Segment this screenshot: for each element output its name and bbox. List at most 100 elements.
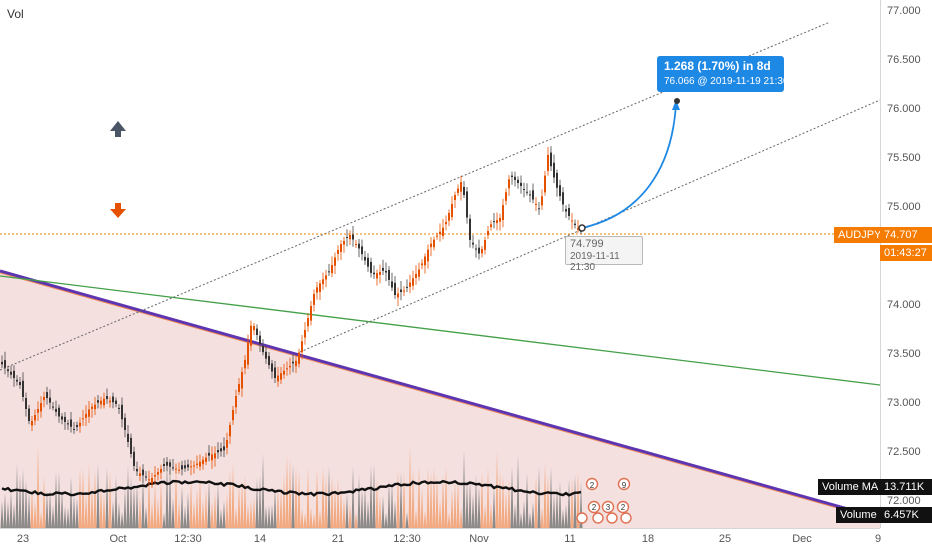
earnings-event-icon[interactable] — [576, 512, 632, 524]
candle-body — [568, 207, 570, 216]
candle-body — [403, 290, 405, 292]
earnings-event-icon[interactable]: 2 — [587, 500, 601, 514]
candle-body — [463, 186, 465, 195]
candle-body — [544, 175, 546, 193]
volume-bar — [48, 489, 52, 528]
volume-bar — [351, 466, 355, 528]
volume-bar — [312, 512, 316, 528]
candle-body — [532, 190, 534, 200]
price-tick: 73.500 — [887, 348, 921, 360]
anchor-point-label[interactable]: 74.799 2019-11-11 21:30 — [565, 236, 643, 273]
last-price-tag: 74.707 — [880, 227, 932, 243]
candle-body — [154, 475, 156, 477]
volume-bar — [489, 503, 493, 528]
candle-body — [343, 241, 345, 245]
volume-bar — [255, 477, 259, 528]
volume-bar — [171, 497, 175, 528]
candle-body — [172, 467, 174, 469]
volume-bar — [54, 471, 58, 528]
candle-body — [217, 450, 219, 453]
candle-body — [82, 418, 84, 420]
candlesticks[interactable] — [1, 146, 582, 488]
volume-bar — [111, 500, 115, 528]
volume-bar — [522, 500, 526, 528]
earnings-event-icon[interactable]: 2 — [585, 477, 599, 491]
volume-bar — [219, 508, 223, 528]
volume-bar — [543, 462, 547, 528]
candle-body — [121, 404, 123, 420]
volume-bar — [249, 500, 253, 528]
candle-body — [148, 479, 150, 481]
volume-bar — [180, 486, 184, 528]
candle-body — [358, 243, 360, 249]
candle-body — [412, 278, 414, 286]
candle-body — [94, 404, 96, 410]
volume-bar — [3, 492, 7, 528]
candle-body — [25, 398, 27, 409]
time-tick: 12:30 — [393, 533, 421, 545]
candle-body — [505, 192, 507, 201]
volume-bar — [483, 503, 487, 528]
earnings-event-icon[interactable]: 2 — [616, 500, 630, 514]
candle-body — [97, 400, 99, 403]
volume-bar — [153, 482, 157, 528]
candle-body — [265, 351, 267, 359]
volume-bar — [378, 495, 382, 528]
volume-bar — [174, 465, 178, 528]
volume-pane-label: Vol — [7, 7, 24, 21]
volume-bar — [465, 479, 469, 528]
countdown-tag: 01:43:27 — [880, 245, 932, 261]
candle-body — [427, 249, 429, 262]
earnings-event-icon[interactable]: 3 — [601, 500, 615, 514]
candle-body — [100, 400, 102, 405]
time-tick: 11 — [564, 533, 576, 545]
volume-bar — [210, 501, 214, 528]
volume-bar — [141, 475, 145, 528]
candle-body — [280, 373, 282, 380]
volume-bar — [282, 473, 286, 528]
candle-body — [127, 433, 129, 442]
volume-bar — [480, 471, 484, 528]
price-chart[interactable]: 2 9 2 3 2 — [0, 0, 880, 528]
volume-bar — [291, 463, 295, 528]
projection-curve[interactable] — [581, 103, 677, 229]
volume-bar — [261, 453, 265, 528]
arrow-down-icon[interactable] — [110, 203, 126, 218]
candle-body — [274, 367, 276, 378]
volume-bar — [573, 474, 577, 528]
volume-bar — [405, 512, 409, 528]
projection-anchor-end[interactable] — [674, 98, 680, 104]
candle-body — [487, 231, 489, 236]
candle-body — [67, 423, 69, 425]
volume-bar — [441, 475, 445, 528]
price-axis[interactable]: 77.000 76.500 76.000 75.500 75.000 74.00… — [880, 0, 932, 528]
chart-area[interactable]: 2 9 2 3 2 Vol 1.268 (1.70%) in 8d 76.066… — [0, 0, 880, 528]
candle-body — [112, 396, 114, 403]
symbol-name: AUDJPY — [838, 229, 882, 241]
price-tick: 72.500 — [887, 446, 921, 458]
volume-bar — [0, 500, 4, 528]
candle-body — [145, 476, 147, 478]
time-axis[interactable]: 23 Oct 12:30 14 21 12:30 Nov 11 18 25 De… — [0, 528, 881, 551]
volume-bar — [555, 487, 559, 528]
arrow-up-icon[interactable] — [110, 121, 126, 137]
candle-body — [406, 286, 408, 288]
candle-body — [238, 384, 240, 392]
volume-bar — [270, 504, 274, 528]
volume-bar — [315, 469, 319, 528]
volume-bar — [309, 506, 313, 528]
earnings-event-icon[interactable]: 9 — [617, 477, 631, 491]
support-line[interactable] — [0, 275, 880, 386]
volume-bar — [45, 490, 49, 528]
candle-body — [460, 182, 462, 192]
volume-bar — [156, 497, 160, 528]
projection-callout[interactable]: 1.268 (1.70%) in 8d 76.066 @ 2019-11-19 … — [657, 56, 789, 92]
down-trend-line[interactable] — [0, 269, 880, 520]
time-tick: 23 — [16, 533, 30, 545]
projection-anchor-start[interactable] — [578, 224, 586, 232]
volume-bar — [285, 455, 289, 528]
candle-body — [295, 360, 297, 367]
volume-bar — [39, 511, 43, 528]
candle-body — [202, 459, 204, 465]
candle-body — [232, 410, 234, 421]
